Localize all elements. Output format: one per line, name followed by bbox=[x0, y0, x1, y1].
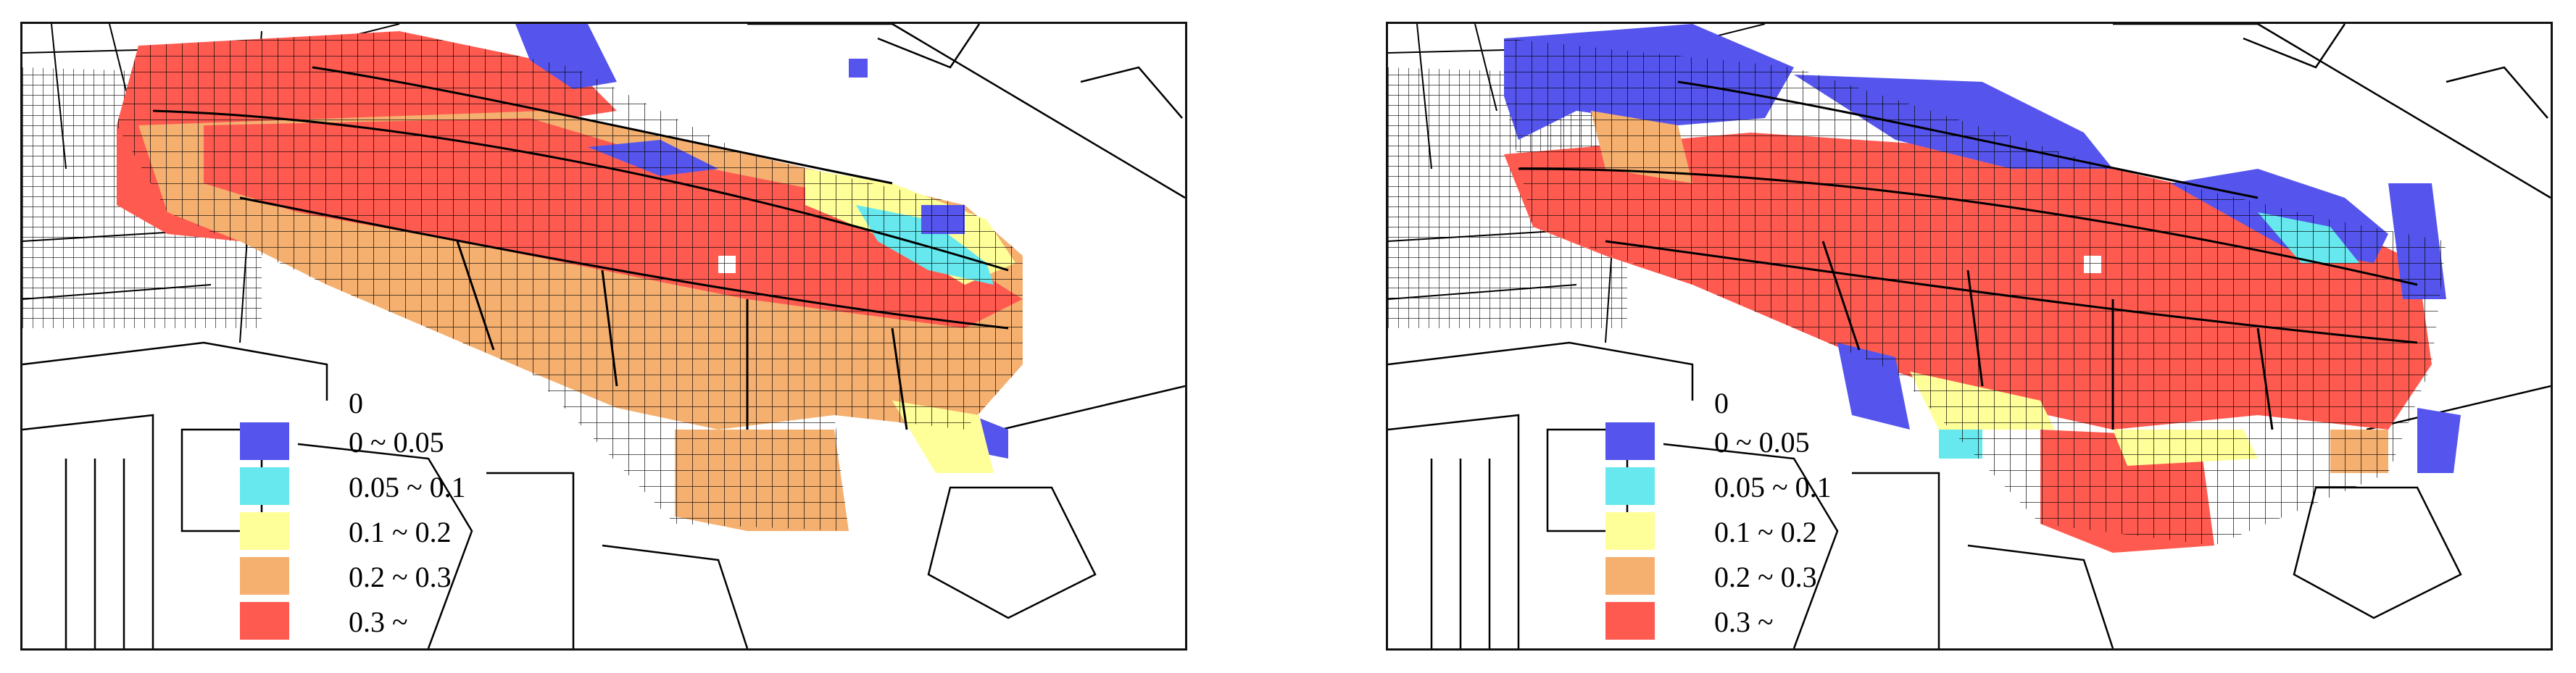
zone-very-low bbox=[515, 24, 617, 89]
street-lines-right bbox=[1518, 80, 2418, 430]
legend-left: 0 0 ~ 0.05 0.05 ~ 0.1 0.1 ~ 0.2 0.2 ~ 0.… bbox=[240, 386, 501, 640]
legend-zero-label: 0 bbox=[349, 387, 363, 419]
legend-label: 0 ~ 0.05 bbox=[1714, 426, 1810, 459]
legend-label: 0.1 ~ 0.2 bbox=[1714, 516, 1817, 548]
zone-very-low bbox=[849, 59, 868, 78]
legend-swatch bbox=[1605, 512, 1655, 550]
map-canvas-right bbox=[1388, 24, 2551, 648]
map-canvas-left bbox=[22, 24, 1185, 648]
legend-swatch bbox=[240, 422, 289, 460]
harbor-piers bbox=[1388, 24, 2551, 648]
map-panel-left: 0 0 ~ 0.05 0.05 ~ 0.1 0.1 ~ 0.2 0.2 ~ 0.… bbox=[20, 22, 1187, 651]
overlay-grid-left bbox=[117, 31, 1023, 531]
legend-label: 0.3 ~ bbox=[349, 606, 408, 638]
map-panel-right: 0 0 ~ 0.05 0.05 ~ 0.1 0.1 ~ 0.2 0.2 ~ 0.… bbox=[1386, 22, 2553, 651]
legend-zero-label: 0 bbox=[1714, 387, 1729, 419]
legend-right: 0 0 ~ 0.05 0.05 ~ 0.1 0.1 ~ 0.2 0.2 ~ 0.… bbox=[1605, 386, 1866, 640]
harbor-piers bbox=[22, 24, 1185, 648]
zone-very-low bbox=[2417, 408, 2461, 473]
legend-label: 0.2 ~ 0.3 bbox=[349, 561, 452, 593]
legend-label: 0.05 ~ 0.1 bbox=[1714, 471, 1832, 503]
legend-swatch bbox=[240, 512, 289, 550]
legend-label: 0.2 ~ 0.3 bbox=[1714, 561, 1817, 593]
legend-label: 0.1 ~ 0.2 bbox=[349, 516, 452, 548]
legend-swatch bbox=[240, 467, 289, 505]
legend-swatch bbox=[240, 557, 289, 595]
legend-swatch bbox=[1605, 602, 1655, 640]
legend-swatch bbox=[240, 602, 289, 640]
legend-label: 0.05 ~ 0.1 bbox=[349, 471, 466, 503]
legend-swatch bbox=[1605, 422, 1655, 460]
legend-swatch bbox=[1605, 557, 1655, 595]
street-lines-left bbox=[152, 66, 1009, 430]
legend-label: 0 ~ 0.05 bbox=[349, 426, 444, 459]
legend-swatch bbox=[1605, 467, 1655, 505]
legend-label: 0.3 ~ bbox=[1714, 606, 1774, 638]
